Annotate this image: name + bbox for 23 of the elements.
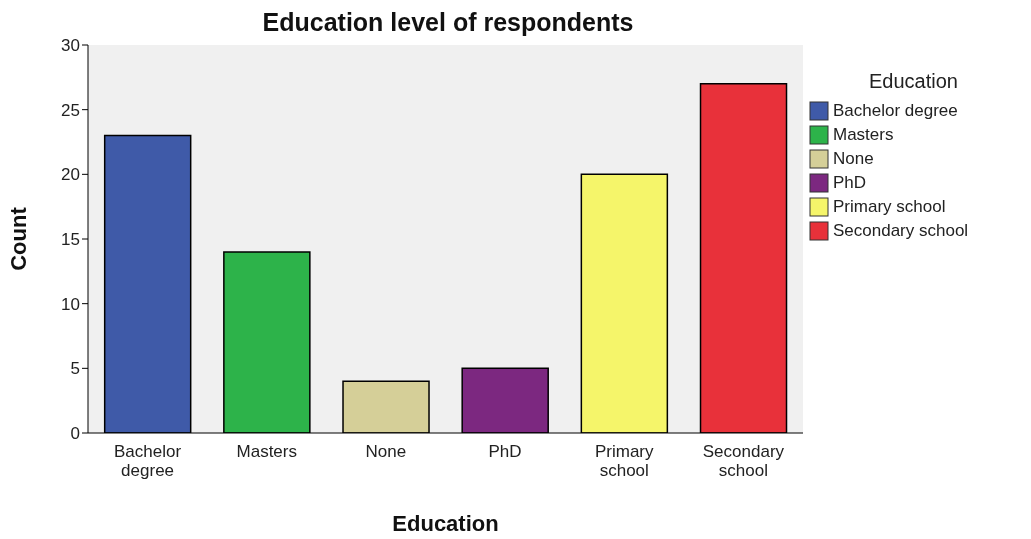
x-tick-label: Primary school (594, 442, 655, 480)
legend-label: Bachelor degree (833, 101, 958, 121)
chart-title: Education level of respondents (261, 8, 635, 37)
y-tick-label: 5 (70, 359, 80, 379)
x-tick-label: None (365, 442, 407, 461)
legend-label: Secondary school (833, 221, 969, 241)
y-tick-label: 0 (70, 424, 80, 444)
y-tick-label: 30 (61, 36, 80, 56)
legend-label: PhD (833, 173, 867, 193)
y-tick-label: 15 (61, 230, 80, 250)
x-tick-label: Masters (236, 442, 297, 461)
y-tick-label: 20 (61, 165, 80, 185)
y-tick-label: 10 (61, 294, 80, 314)
legend-label: Primary school (833, 197, 946, 217)
y-axis-title: Count (5, 206, 31, 271)
legend-title: Education (868, 70, 959, 93)
legend-label: Masters (833, 125, 894, 145)
x-axis-title: Education (392, 511, 499, 536)
x-tick-label: Secondary school (702, 442, 785, 480)
y-tick-label: 25 (61, 100, 80, 120)
x-tick-label: Bachelor degree (114, 442, 182, 480)
x-tick-label: PhD (488, 442, 522, 461)
legend-label: None (833, 149, 874, 169)
